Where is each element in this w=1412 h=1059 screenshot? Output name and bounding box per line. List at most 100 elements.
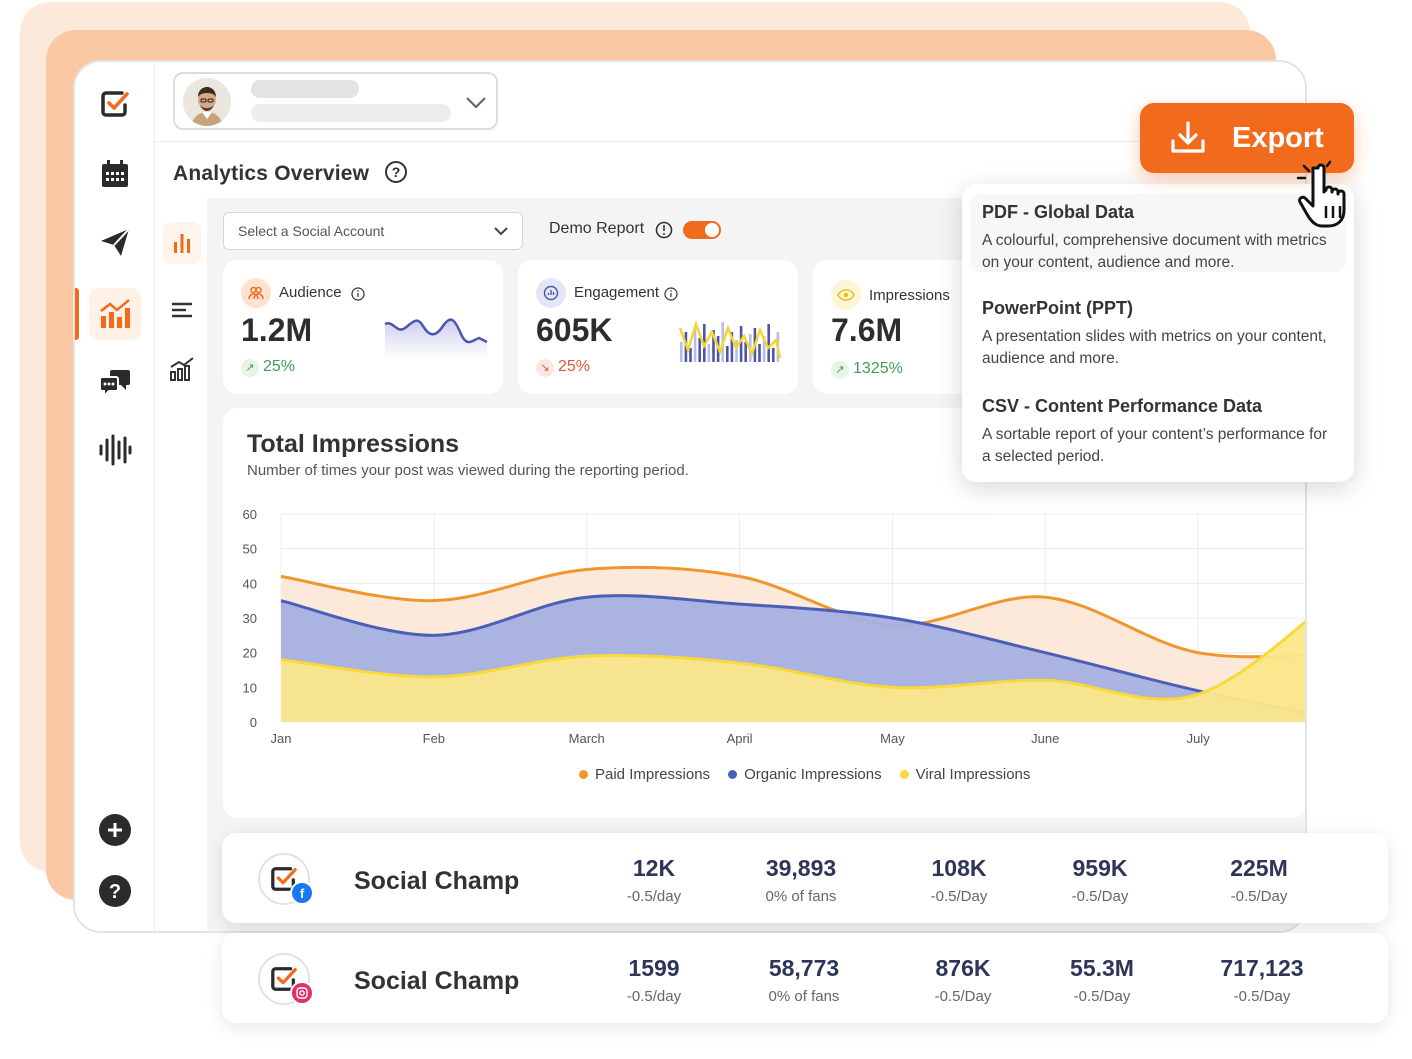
send-icon[interactable] [97, 224, 133, 260]
analytics-sub-sidebar [155, 202, 207, 931]
series-line-0 [280, 565, 1305, 659]
x-tick-label: June [1031, 731, 1059, 746]
active-nav-highlight [89, 288, 141, 340]
account-name: Social Champ [354, 967, 520, 995]
instagram-stats-row[interactable]: Social Champ 1599 -0.5/day 58,773 0% of fa… [222, 933, 1388, 1023]
x-tick-label: March [569, 731, 605, 746]
instagram-icon [290, 981, 314, 1005]
export-menu: PDF - Global Data A colourful, comprehen… [962, 184, 1354, 482]
sparkline-bar [689, 348, 692, 362]
select-placeholder: Select a Social Account [238, 223, 385, 239]
series-line-2 [280, 620, 1305, 701]
info-icon[interactable] [655, 221, 673, 239]
growth-chart-icon[interactable] [169, 357, 195, 386]
card-label: Audience [279, 284, 342, 301]
audience-card: Audience 1.2M ↗ 25% [223, 260, 503, 394]
svg-text:?: ? [109, 881, 121, 903]
calendar-icon[interactable] [97, 156, 133, 192]
analytics-icon[interactable] [97, 296, 133, 332]
engagement-icon [536, 278, 566, 308]
chart-subtitle: Number of times your post was viewed dur… [247, 462, 689, 479]
sparkline-bar [762, 336, 766, 362]
chart-legend: Paid Impressions Organic Impressions Vir… [579, 766, 1030, 783]
listening-wave-icon[interactable] [97, 432, 133, 468]
help-icon[interactable]: ? [97, 873, 133, 909]
y-tick-label: 50 [243, 542, 257, 557]
legend-item-viral[interactable]: Viral Impressions [899, 766, 1030, 783]
demo-report-toggle[interactable] [683, 221, 721, 239]
chart-title: Total Impressions [247, 430, 460, 458]
chevron-down-icon [494, 227, 508, 236]
card-change: ↗ 1325% [831, 360, 903, 379]
stat-metric: 108K -0.5/Day [930, 855, 988, 905]
trend-down-icon: ↘ [536, 359, 554, 377]
x-tick-label: July [1187, 731, 1211, 746]
trend-up-icon: ↗ [241, 359, 259, 377]
avatar [183, 78, 231, 126]
help-circle-icon[interactable]: ? [385, 161, 407, 183]
stat-metric: 55.3M -0.5/Day [1070, 955, 1134, 1005]
sparkline-bar [739, 326, 743, 362]
social-champ-logo [258, 953, 310, 1005]
trend-up-icon: ↗ [831, 361, 849, 379]
sparkline-bar [767, 324, 770, 362]
export-option-pdf[interactable]: PDF - Global Data A colourful, comprehen… [970, 194, 1346, 272]
y-tick-label: 0 [250, 715, 257, 730]
x-tick-label: April [727, 731, 753, 746]
sparkline-bar [707, 344, 711, 362]
stat-metric: 39,893 0% of fans [765, 855, 837, 905]
social-account-select[interactable]: Select a Social Account [223, 212, 523, 250]
social-champ-logo-icon[interactable] [97, 86, 133, 122]
add-icon[interactable] [97, 812, 133, 848]
sparkline-bar [730, 332, 734, 362]
engagement-sparkline [678, 320, 782, 362]
stat-metric: 12K -0.5/day [626, 855, 682, 905]
account-name-placeholder [251, 80, 359, 98]
info-icon[interactable] [664, 287, 678, 301]
export-option-ppt[interactable]: PowerPoint (PPT) A presentation slides w… [982, 298, 1327, 367]
bar-chart-tab-icon[interactable] [163, 222, 201, 264]
audience-icon [241, 278, 271, 308]
card-value: 605K [536, 312, 613, 348]
stat-metric: 1599 -0.5/day [626, 955, 682, 1005]
account-handle-placeholder [251, 104, 451, 122]
facebook-stats-row[interactable]: f Social Champ 12K -0.5/day 39,893 0% of f… [222, 833, 1388, 923]
stat-metric: 58,773 0% of fans [768, 955, 840, 1005]
sparkline-bar [726, 346, 729, 362]
account-name: Social Champ [354, 867, 520, 895]
x-tick-label: May [880, 731, 905, 746]
impressions-area-chart: 0 10 20 30 40 50 60 Jan Feb March April May June July… [243, 507, 1305, 746]
legend-item-paid[interactable]: Paid Impressions [579, 766, 710, 783]
export-option-csv[interactable]: CSV - Content Performance Data A sortabl… [982, 396, 1328, 465]
card-label: Impressions [869, 287, 950, 304]
list-report-icon[interactable] [171, 302, 193, 323]
facebook-icon: f [290, 881, 314, 905]
eye-icon [831, 280, 861, 310]
stat-metric: 876K -0.5/Day [934, 955, 992, 1005]
sparkline-bar [712, 330, 715, 362]
stat-metric: 717,123 -0.5/Day [1220, 955, 1304, 1005]
y-tick-label: 40 [243, 576, 257, 591]
legend-item-organic[interactable]: Organic Impressions [728, 766, 882, 783]
top-bar [155, 62, 1305, 142]
card-change: ↗ 25% [241, 358, 295, 377]
active-nav-bar [75, 288, 79, 340]
x-tick-label: Feb [423, 731, 445, 746]
sparkline-bar [698, 338, 701, 362]
info-icon[interactable] [351, 287, 365, 301]
series-line-1 [280, 594, 1305, 715]
demo-report-label: Demo Report [549, 220, 645, 237]
inbox-chat-icon[interactable] [97, 364, 133, 400]
account-switcher[interactable] [173, 72, 498, 130]
download-icon [1171, 121, 1205, 153]
y-tick-label: 10 [243, 680, 257, 695]
export-label: Export [1232, 121, 1324, 154]
y-tick-label: 60 [243, 507, 257, 522]
page-title: Analytics Overview [173, 162, 370, 185]
sparkline-bar [680, 342, 683, 362]
y-tick-label: 30 [243, 611, 257, 626]
x-tick-label: Jan [271, 731, 292, 746]
chevron-down-icon [466, 97, 486, 109]
export-button[interactable]: Export [1140, 103, 1354, 173]
